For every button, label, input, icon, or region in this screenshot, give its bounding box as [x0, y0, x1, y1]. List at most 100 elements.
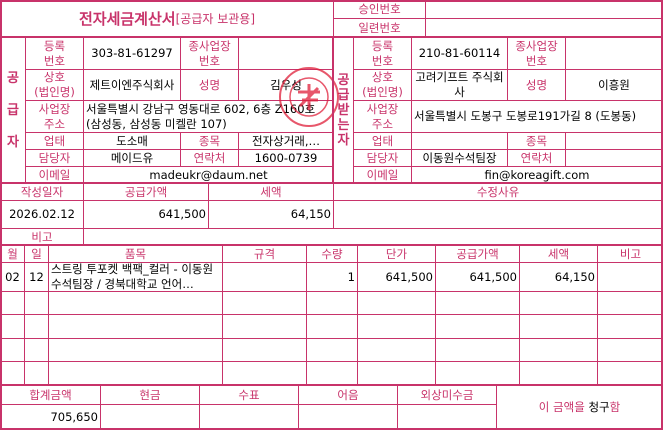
receiver-reg-label: 등록 번호 [353, 37, 412, 70]
label-char: 자 [7, 134, 19, 150]
receiver-rep-label: 성명 [507, 69, 566, 101]
title-main: 전자세금계산서 [78, 9, 176, 28]
claim-prefix: 이 금액을 [538, 400, 589, 414]
item-cell [24, 291, 49, 315]
supplier-rep-label: 성명 [180, 69, 239, 101]
receiver-item-label: 종목 [507, 132, 566, 150]
supplier-contact-label: 담당자 [25, 149, 84, 167]
receiver-phone-label: 연락처 [507, 149, 566, 167]
tax-header: 세액 [208, 183, 334, 201]
date-header: 작성일자 [0, 183, 84, 201]
item-cell [519, 338, 598, 362]
label-char: 공 [7, 70, 19, 86]
receiver-addr-label: 사업장 주소 [353, 100, 412, 133]
supplier-item-label: 종목 [180, 132, 239, 150]
item-cell: 641,500 [357, 262, 436, 292]
date-value: 2026.02.12 [0, 200, 84, 229]
supplier-contact-value: 메이드유 [83, 149, 181, 167]
receiver-item-value [565, 132, 663, 150]
check-value [199, 404, 299, 430]
supplier-addr-label: 사업장 주소 [25, 100, 84, 133]
reason-value [333, 200, 663, 229]
total-header: 합계금액 [0, 385, 101, 405]
items-header-cell: 규격 [222, 245, 307, 263]
item-cell [48, 314, 223, 339]
item-cell [597, 361, 663, 386]
item-cell [24, 338, 49, 362]
item-cell [222, 262, 307, 292]
item-cell [519, 314, 598, 339]
item-cell [222, 314, 307, 339]
item-cell [0, 291, 25, 315]
supplier-sub-label: 종사업장 번호 [180, 37, 239, 70]
item-cell: 스트링 투포켓 백팩_컬러 - 이동원수석팀장 / 경북대학교 언어… [48, 262, 223, 292]
label-char: 자 [337, 133, 350, 148]
item-cell [48, 291, 223, 315]
receiver-rep-value: 이흥원 [565, 69, 663, 101]
document-title: 전자세금계산서 [공급자 보관용] [0, 0, 334, 38]
item-cell [435, 314, 520, 339]
item-cell [222, 361, 307, 386]
supplier-item-value: 전자상거래,… [238, 132, 334, 150]
check-header: 수표 [199, 385, 299, 405]
item-cell: 02 [0, 262, 25, 292]
item-cell [597, 262, 663, 292]
items-header-cell: 품목 [48, 245, 223, 263]
serial-label: 일련번호 [333, 18, 426, 38]
cash-header: 현금 [100, 385, 200, 405]
supplier-type-value: 도소매 [83, 132, 181, 150]
receiver-phone-value [565, 149, 663, 167]
item-cell [435, 338, 520, 362]
receiver-name-label: 상호 (법인명) [353, 69, 412, 101]
reason-header: 수정사유 [333, 183, 663, 201]
credit-value [397, 404, 497, 430]
item-cell [48, 338, 223, 362]
supplier-reg-label: 등록 번호 [25, 37, 84, 70]
receiver-name-value: 고려기프트 주식회사 [411, 69, 508, 101]
supplier-phone-value: 1600-0739 [238, 149, 334, 167]
items-header-cell: 일 [24, 245, 49, 263]
total-value: 705,650 [0, 404, 101, 430]
item-cell [357, 338, 436, 362]
approval-value [425, 0, 663, 19]
item-cell [0, 314, 25, 339]
cash-value [100, 404, 200, 430]
item-cell [306, 361, 358, 386]
note-bill-value [298, 404, 398, 430]
receiver-contact-value: 이동원수석팀장 [411, 149, 508, 167]
supplier-reg-value: 303-81-61297 [83, 37, 181, 70]
item-cell [0, 338, 25, 362]
items-header-cell: 비고 [597, 245, 663, 263]
item-cell [357, 314, 436, 339]
item-cell [306, 291, 358, 315]
company-seal-stamp [279, 67, 339, 127]
label-char: 는 [337, 118, 350, 133]
item-cell [435, 361, 520, 386]
title-sub: [공급자 보관용] [175, 11, 256, 26]
item-cell [222, 338, 307, 362]
items-header-cell: 공급가액 [435, 245, 520, 263]
claim-statement: 이 금액을 청구 함 [496, 385, 663, 430]
credit-header: 외상미수금 [397, 385, 497, 405]
item-cell: 1 [306, 262, 358, 292]
item-cell [357, 291, 436, 315]
item-cell [306, 338, 358, 362]
receiver-sub-label: 종사업장 번호 [507, 37, 566, 70]
receiver-type-value [411, 132, 508, 150]
receiver-addr-value: 서울특별시 도봉구 도봉로191가길 8 (도봉동) [411, 100, 663, 133]
item-cell [306, 314, 358, 339]
receiver-type-label: 업태 [353, 132, 412, 150]
item-cell [519, 361, 598, 386]
item-cell: 64,150 [519, 262, 598, 292]
items-header-cell: 수량 [306, 245, 358, 263]
item-cell [0, 361, 25, 386]
item-cell [597, 314, 663, 339]
supply-value: 641,500 [83, 200, 209, 229]
items-header-cell: 단가 [357, 245, 436, 263]
item-cell [597, 338, 663, 362]
item-cell [435, 291, 520, 315]
approval-label: 승인번호 [333, 0, 426, 19]
serial-value [425, 18, 663, 38]
item-cell: 641,500 [435, 262, 520, 292]
